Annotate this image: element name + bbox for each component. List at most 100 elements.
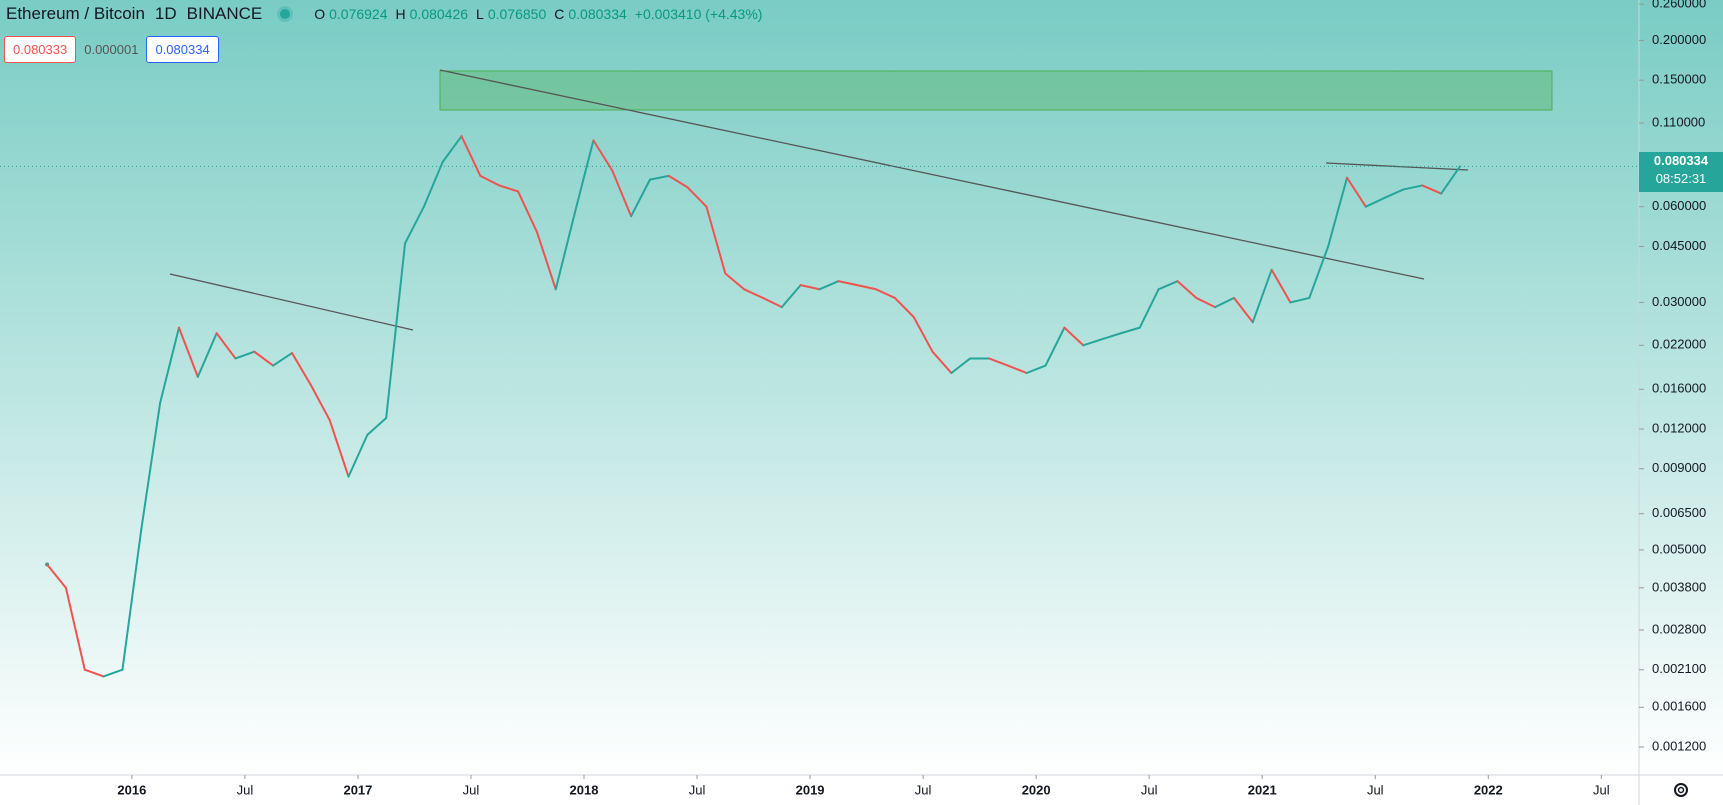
price-segment xyxy=(1345,176,1367,208)
y-tick-label: 0.002100 xyxy=(1652,661,1706,676)
x-tick-label: Jul xyxy=(689,782,706,797)
price-segment xyxy=(743,288,764,299)
x-tick-label: 2021 xyxy=(1248,782,1277,797)
price-segment xyxy=(988,357,1009,367)
price-segment xyxy=(1082,338,1104,347)
price-segment xyxy=(460,135,482,177)
price-segment xyxy=(272,352,294,367)
trend-line xyxy=(1325,162,1469,171)
ohlc-values: O 0.076924 H 0.080426 L 0.076850 C 0.080334 … xyxy=(314,6,766,22)
price-segment xyxy=(196,332,218,378)
high-value: 0.080426 xyxy=(409,6,469,22)
x-tick-label: Jul xyxy=(1141,782,1158,797)
close-value: 0.080334 xyxy=(568,6,627,22)
price-segment xyxy=(554,212,576,291)
buy-button[interactable]: 0.080334 xyxy=(146,36,219,63)
settings-gear[interactable] xyxy=(1674,783,1688,797)
price-segment xyxy=(1195,296,1217,309)
price-segment xyxy=(517,190,538,233)
market-status xyxy=(280,9,291,19)
price-segment xyxy=(121,528,143,671)
price-segment xyxy=(385,242,407,419)
price-segment xyxy=(177,326,199,378)
x-tick-label: 2022 xyxy=(1474,782,1503,797)
price-segment xyxy=(1251,268,1273,324)
price-segment xyxy=(1289,296,1311,304)
price-segment xyxy=(366,416,388,436)
y-tick-label: 0.009000 xyxy=(1652,460,1706,475)
price-segment xyxy=(630,178,651,218)
price-segment xyxy=(140,401,162,531)
price-segment xyxy=(837,280,859,287)
open-value: 0.076924 xyxy=(329,6,388,22)
price-segment xyxy=(291,352,312,387)
y-tick-label: 0.002800 xyxy=(1652,621,1706,636)
price-segment xyxy=(761,296,783,309)
price-segment xyxy=(347,433,369,478)
y-tick-label: 0.016000 xyxy=(1652,381,1706,396)
y-tick-label: 0.060000 xyxy=(1652,198,1706,213)
open-label: O xyxy=(314,6,326,22)
plot-background xyxy=(0,0,1723,775)
y-tick-label: 0.006500 xyxy=(1652,505,1706,520)
high-label: H xyxy=(395,6,406,22)
price-segment xyxy=(856,284,878,291)
price-segment xyxy=(724,272,746,291)
last-price: 0.080334 xyxy=(1653,153,1709,169)
price-segment xyxy=(1364,196,1386,208)
y-tick-label: 0.001200 xyxy=(1652,738,1706,753)
price-segment xyxy=(64,586,86,671)
sell-button[interactable]: 0.080333 xyxy=(4,36,77,63)
price-segment xyxy=(648,174,670,181)
y-tick-label: 0.200000 xyxy=(1652,32,1706,47)
y-tick-label: 0.003800 xyxy=(1652,579,1706,594)
price-segment xyxy=(1232,296,1254,324)
x-tick-label: Jul xyxy=(237,782,254,797)
x-tick-label: Jul xyxy=(1593,782,1610,797)
price-segment xyxy=(1044,326,1066,367)
price-segment xyxy=(441,135,463,163)
time-axis-background xyxy=(0,775,1723,805)
bar-countdown: 08:52:31 xyxy=(1655,171,1707,187)
price-segment xyxy=(535,230,557,291)
last-price-label: 0.080334 08:52:31 xyxy=(1639,152,1723,193)
y-tick-label: 0.030000 xyxy=(1652,294,1706,309)
symbol-name[interactable]: Ethereum / Bitcoin xyxy=(6,4,145,23)
price-segment xyxy=(404,205,425,245)
price-segment xyxy=(253,350,275,367)
resistance-zone xyxy=(439,70,1553,111)
price-segment xyxy=(893,296,915,318)
x-tick-label: Jul xyxy=(463,782,480,797)
price-segment xyxy=(1138,288,1160,329)
price-segment xyxy=(686,186,708,208)
price-segment xyxy=(950,357,972,375)
trend-line xyxy=(439,69,1425,280)
price-segment xyxy=(573,139,595,215)
x-tick-label: 2020 xyxy=(1022,782,1051,797)
y-tick-label: 0.045000 xyxy=(1652,238,1706,253)
price-segment xyxy=(46,563,67,589)
price-segment xyxy=(875,288,896,299)
price-segment xyxy=(1270,268,1292,304)
change: +0.003410 (+4.43%) xyxy=(634,6,763,22)
price-segment xyxy=(667,174,689,189)
y-tick-label: 0.260000 xyxy=(1652,0,1706,11)
x-tick-label: 2018 xyxy=(570,782,599,797)
price-segment xyxy=(780,284,802,309)
price-segment xyxy=(912,315,934,353)
trend-line xyxy=(169,273,414,331)
price-segment xyxy=(1101,332,1122,341)
spread: 0.000001 xyxy=(84,42,139,57)
price-segment xyxy=(1119,326,1141,335)
y-tick-label: 0.150000 xyxy=(1652,72,1706,87)
price-segment xyxy=(328,419,350,478)
price-segment xyxy=(611,169,633,218)
y-tick-label: 0.005000 xyxy=(1652,541,1706,556)
price-segment xyxy=(818,280,840,291)
x-tick-label: 2019 xyxy=(796,782,825,797)
price-segment xyxy=(1025,364,1047,375)
interval[interactable]: 1D xyxy=(154,4,177,23)
price-segment xyxy=(799,284,821,291)
price-segment xyxy=(1383,188,1405,199)
